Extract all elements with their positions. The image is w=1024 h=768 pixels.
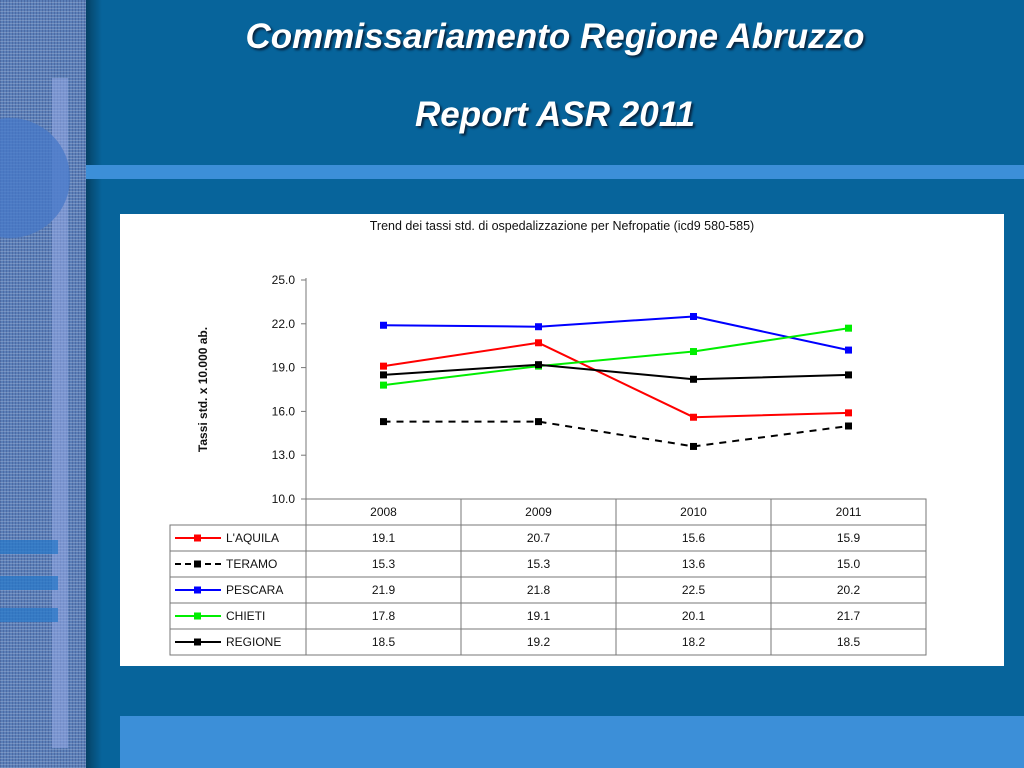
- legend-series-name: L'AQUILA: [226, 531, 279, 545]
- data-point: [690, 348, 697, 356]
- table-cell-value: 21.7: [837, 609, 861, 623]
- y-tick-label: 10.0: [272, 492, 296, 506]
- data-point: [690, 375, 697, 383]
- chart-title: Trend dei tassi std. di ospedalizzazione…: [370, 219, 754, 233]
- data-point: [845, 409, 852, 417]
- table-cell-value: 15.3: [527, 557, 551, 571]
- data-point: [845, 324, 852, 332]
- table-cell-value: 20.2: [837, 583, 861, 597]
- slide-title-line-2: Report ASR 2011: [414, 95, 696, 134]
- data-point: [845, 422, 852, 430]
- data-point: [380, 381, 387, 389]
- legend-series-name: TERAMO: [226, 557, 277, 571]
- table-cell-value: 20.7: [527, 531, 551, 545]
- chart-panel: Trend dei tassi std. di ospedalizzazione…: [120, 214, 1004, 666]
- data-point: [535, 339, 542, 347]
- table-cell-value: 13.6: [682, 557, 706, 571]
- table-cell-value: 18.2: [682, 635, 706, 649]
- data-point: [690, 313, 697, 320]
- table-cell-value: 15.3: [372, 557, 396, 571]
- x-category-label: 2010: [680, 505, 707, 519]
- table-cell-value: 15.9: [837, 531, 861, 545]
- table-cell-value: 17.8: [372, 609, 396, 623]
- slide-title-line-1: Commissariamento Regione Abruzzo: [245, 17, 865, 56]
- y-tick-label: 25.0: [272, 273, 296, 287]
- line-chart: Trend dei tassi std. di ospedalizzazione…: [169, 219, 927, 656]
- data-point: [380, 362, 387, 370]
- table-cell-value: 15.0: [837, 557, 861, 571]
- table-cell-value: 18.5: [372, 635, 396, 649]
- series-line: [383, 341, 849, 419]
- legend-series-name: PESCARA: [226, 583, 283, 597]
- slide-title: Commissariamento Regione Abruzzo Report …: [86, 14, 1024, 138]
- decorative-tick: [0, 540, 58, 554]
- data-point: [380, 371, 387, 379]
- legend-key-marker: [194, 586, 201, 594]
- y-tick-label: 16.0: [272, 404, 296, 418]
- x-category-label: 2009: [525, 505, 552, 519]
- data-point: [690, 442, 697, 450]
- data-point: [535, 418, 542, 426]
- table-cell-value: 15.6: [682, 531, 706, 545]
- footer-band: [120, 716, 1024, 768]
- data-point: [535, 323, 542, 331]
- legend-key-marker: [194, 638, 201, 646]
- table-cell-value: 19.2: [527, 635, 551, 649]
- legend-key-marker: [194, 560, 201, 568]
- table-cell-value: 19.1: [527, 609, 551, 623]
- x-category-label: 2011: [836, 505, 862, 519]
- series-line: [383, 363, 849, 381]
- side-strip-shadow: [86, 0, 102, 768]
- decorative-tick: [0, 608, 58, 622]
- series-line: [383, 420, 849, 448]
- table-cell-value: 21.8: [527, 583, 551, 597]
- table-cell-value: 19.1: [372, 531, 396, 545]
- data-point: [380, 321, 387, 329]
- series-line: [383, 327, 849, 387]
- y-tick-label: 19.0: [272, 361, 296, 375]
- legend-key-marker: [194, 534, 201, 542]
- x-category-label: 2008: [370, 505, 397, 519]
- table-cell-value: 18.5: [837, 635, 861, 649]
- data-point: [690, 413, 697, 421]
- y-tick-label: 22.0: [272, 317, 296, 331]
- table-cell-value: 22.5: [682, 583, 706, 597]
- series-line: [383, 315, 849, 352]
- data-point: [380, 418, 387, 426]
- decorative-side-strip: [0, 0, 86, 768]
- table-cell-value: 20.1: [682, 609, 706, 623]
- y-axis-label: Tassi std. x 10.000 ab.: [196, 327, 210, 452]
- title-divider: [86, 165, 1024, 179]
- legend-series-name: CHIETI: [226, 609, 265, 623]
- data-point: [845, 371, 852, 379]
- decorative-tick: [0, 576, 58, 590]
- legend-series-name: REGIONE: [226, 635, 281, 649]
- data-point: [535, 361, 542, 369]
- y-tick-label: 13.0: [272, 448, 296, 462]
- table-cell-value: 21.9: [372, 583, 396, 597]
- legend-key-marker: [194, 612, 201, 620]
- data-point: [845, 346, 852, 354]
